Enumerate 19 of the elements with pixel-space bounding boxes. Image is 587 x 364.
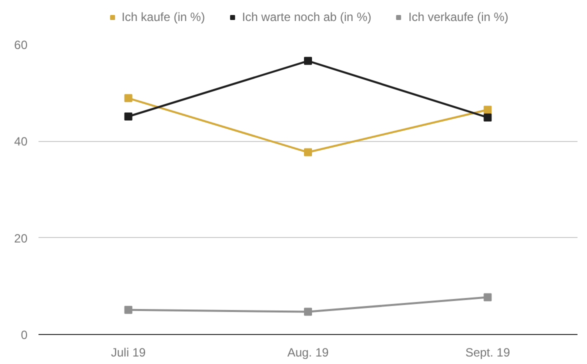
- y-tick-label: 0: [20, 328, 28, 342]
- legend-label: Ich verkaufe (in %): [408, 10, 508, 24]
- point: [484, 106, 492, 114]
- point: [484, 293, 492, 302]
- x-tick-label: Sept. 19: [465, 346, 510, 360]
- point: [124, 112, 132, 121]
- point: [304, 308, 312, 316]
- y-tick-label: 60: [14, 38, 28, 52]
- point: [484, 113, 492, 122]
- x-tick-label: Aug. 19: [287, 346, 330, 360]
- point: [304, 56, 312, 65]
- legend-label: Ich warte noch ab (in %): [242, 10, 372, 24]
- point: [124, 306, 132, 314]
- point: [304, 148, 312, 156]
- y-tick-label: 40: [14, 134, 28, 149]
- point: [124, 94, 132, 102]
- x-tick-label: Juli 19: [110, 346, 146, 360]
- legend-label: Ich kaufe (in %): [122, 10, 205, 24]
- y-tick-label: 20: [14, 231, 28, 246]
